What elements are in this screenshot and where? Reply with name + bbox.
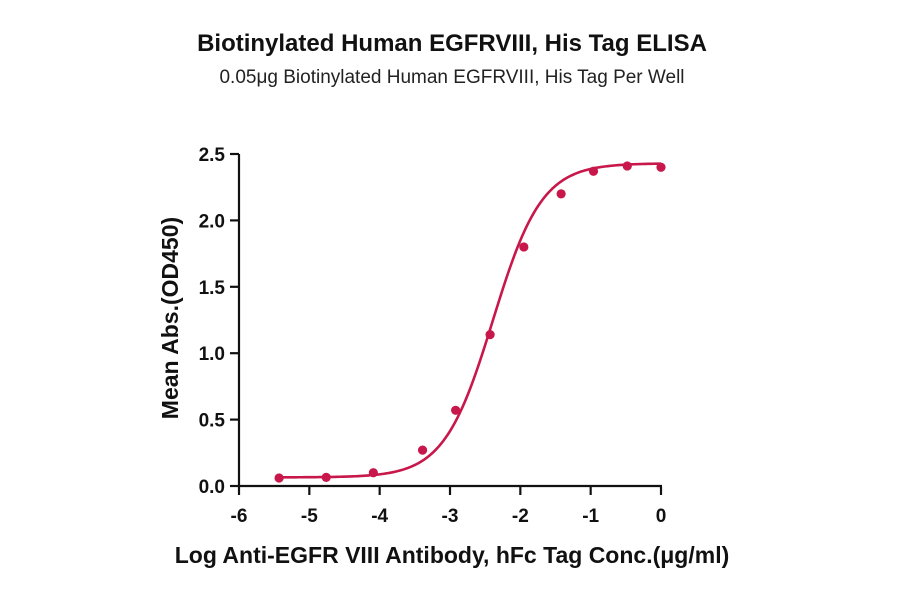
x-tick-label: -2 [512,506,529,527]
y-tick-label: 2.0 [199,211,225,232]
y-axis-title: Mean Abs.(OD450) [157,217,183,419]
x-tick-label: -4 [371,506,388,527]
data-point [588,166,599,176]
x-tick-label: -5 [301,506,318,527]
data-point [417,445,428,455]
tick-labels: -6 -5 -4 -3 -2 -1 0 0.0 0.5 1.0 1.5 2.0 2.5 [199,145,667,527]
data-point [622,161,632,171]
x-axis-title: Log Anti-EGFR VIII Antibody, hFc Tag Con… [175,542,730,568]
data-point [321,472,331,482]
x-tick-label: 0 [656,506,667,527]
fit-curve [279,162,662,479]
data-point [274,473,284,483]
x-tick-label: -1 [582,506,599,527]
data-point [556,189,566,199]
y-tick-label: 0.0 [199,477,225,498]
y-tick-label: 2.5 [199,145,226,166]
y-tick-label: 1.0 [199,344,225,365]
y-tick-label: 1.5 [199,278,226,299]
data-point [656,162,666,172]
chart-subtitle: 0.05μg Biotinylated Human EGFRVIII, His … [219,67,684,88]
data-points [274,161,666,483]
data-point [451,405,461,415]
x-tick-label: -6 [231,506,248,527]
chart-title: Biotinylated Human EGFRVIII, His Tag ELI… [197,30,707,57]
data-point [485,330,495,340]
x-tick-label: -3 [442,506,459,527]
data-point [368,468,378,478]
data-point [519,242,529,252]
y-tick-label: 0.5 [199,411,226,432]
axes [237,154,662,488]
ticks [230,152,663,495]
